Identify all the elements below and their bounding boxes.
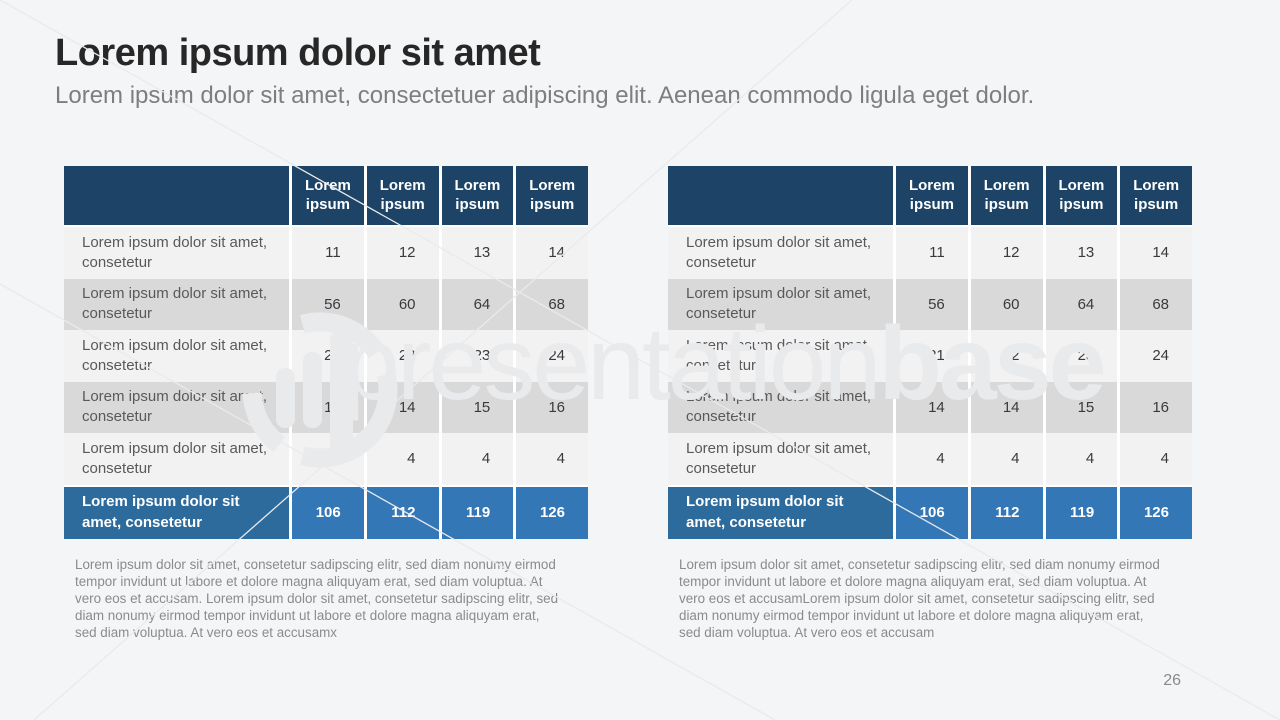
column-header-cell: Lorem ipsum xyxy=(896,166,968,225)
value-cell: 4 xyxy=(896,433,968,485)
table-row: Lorem ipsum dolor sit amet, consetetur 14… xyxy=(668,381,1192,433)
value-cell: 14 xyxy=(366,381,439,433)
value-cell: 4 xyxy=(516,433,588,485)
total-value-cell: 112 xyxy=(366,486,439,539)
table-header-row: Lorem ipsum Lorem ipsum Lorem ipsum Lorem i… xyxy=(668,166,1192,225)
slide-title: Lorem ipsum dolor sit amet xyxy=(55,32,541,74)
value-cell: 60 xyxy=(366,278,439,330)
value-cell: 64 xyxy=(441,278,514,330)
value-cell: 16 xyxy=(516,381,588,433)
value-cell: 56 xyxy=(292,278,364,330)
value-cell: 15 xyxy=(1045,381,1118,433)
value-cell: 11 xyxy=(896,227,968,279)
column-header-cell: Lorem ipsum xyxy=(292,166,364,225)
value-cell: 13 xyxy=(441,227,514,279)
value-cell: 21 xyxy=(292,330,364,382)
value-cell: 22 xyxy=(970,330,1043,382)
value-cell: 64 xyxy=(1045,278,1118,330)
value-cell: 11 xyxy=(292,227,364,279)
value-cell: 4 xyxy=(292,433,364,485)
row-label-cell: Lorem ipsum dolor sit amet, consetetur xyxy=(668,227,893,279)
column-header-cell: Lorem ipsum xyxy=(1120,166,1192,225)
value-cell: 14 xyxy=(516,227,588,279)
row-label-cell: Lorem ipsum dolor sit amet, consetetur xyxy=(668,433,893,485)
value-cell: 4 xyxy=(366,433,439,485)
value-cell: 23 xyxy=(441,330,514,382)
row-label-cell: Lorem ipsum dolor sit amet, consetetur xyxy=(64,330,289,382)
column-header-cell: Lorem ipsum xyxy=(1045,166,1118,225)
value-cell: 21 xyxy=(896,330,968,382)
value-cell: 4 xyxy=(970,433,1043,485)
total-value-cell: 106 xyxy=(292,486,364,539)
value-cell: 15 xyxy=(441,381,514,433)
column-header-cell: Lorem ipsum xyxy=(366,166,439,225)
value-cell: 68 xyxy=(1120,278,1192,330)
table-row: Lorem ipsum dolor sit amet, consetetur 11… xyxy=(668,227,1192,279)
row-label-cell: Lorem ipsum dolor sit amet, consetetur xyxy=(668,330,893,382)
value-cell: 12 xyxy=(970,227,1043,279)
value-cell: 22 xyxy=(366,330,439,382)
table-row: Lorem ipsum dolor sit amet, consetetur 11… xyxy=(64,227,588,279)
table-footnote-right: Lorem ipsum dolor sit amet, consetetur s… xyxy=(679,557,1160,640)
total-label-cell: Lorem ipsum dolor sit amet, consetetur xyxy=(668,486,893,539)
value-cell: 24 xyxy=(1120,330,1192,382)
total-value-cell: 126 xyxy=(516,486,588,539)
value-cell: 68 xyxy=(516,278,588,330)
data-table-left: Lorem ipsum Lorem ipsum Lorem ipsum Lorem i… xyxy=(64,166,588,539)
total-value-cell: 106 xyxy=(896,486,968,539)
value-cell: 13 xyxy=(1045,227,1118,279)
table-row: Lorem ipsum dolor sit amet, consetetur 56… xyxy=(668,278,1192,330)
row-label-cell: Lorem ipsum dolor sit amet, consetetur xyxy=(668,278,893,330)
table-row: Lorem ipsum dolor sit amet, consetetur 14… xyxy=(64,381,588,433)
table-total-row: Lorem ipsum dolor sit amet, consetetur 10… xyxy=(668,486,1192,539)
table-row: Lorem ipsum dolor sit amet, consetetur 4 4… xyxy=(64,433,588,485)
value-cell: 24 xyxy=(516,330,588,382)
table-corner-cell xyxy=(668,166,893,225)
total-value-cell: 119 xyxy=(441,486,514,539)
table-header-row: Lorem ipsum Lorem ipsum Lorem ipsum Lorem i… xyxy=(64,166,588,225)
value-cell: 23 xyxy=(1045,330,1118,382)
table-footnote-left: Lorem ipsum dolor sit amet, consetetur s… xyxy=(75,557,559,640)
table-corner-cell xyxy=(64,166,289,225)
row-label-cell: Lorem ipsum dolor sit amet, consetetur xyxy=(668,381,893,433)
row-label-cell: Lorem ipsum dolor sit amet, consetetur xyxy=(64,278,289,330)
total-value-cell: 126 xyxy=(1120,486,1192,539)
column-header-cell: Lorem ipsum xyxy=(970,166,1043,225)
table-row: Lorem ipsum dolor sit amet, consetetur 21… xyxy=(64,330,588,382)
row-label-cell: Lorem ipsum dolor sit amet, consetetur xyxy=(64,381,289,433)
value-cell: 4 xyxy=(1120,433,1192,485)
value-cell: 14 xyxy=(292,381,364,433)
table-row: Lorem ipsum dolor sit amet, consetetur 4 4… xyxy=(668,433,1192,485)
value-cell: 60 xyxy=(970,278,1043,330)
total-label-cell: Lorem ipsum dolor sit amet, consetetur xyxy=(64,486,289,539)
page-number: 26 xyxy=(1163,672,1181,689)
row-label-cell: Lorem ipsum dolor sit amet, consetetur xyxy=(64,227,289,279)
value-cell: 56 xyxy=(896,278,968,330)
column-header-cell: Lorem ipsum xyxy=(516,166,588,225)
value-cell: 12 xyxy=(366,227,439,279)
total-value-cell: 119 xyxy=(1045,486,1118,539)
total-value-cell: 112 xyxy=(970,486,1043,539)
value-cell: 14 xyxy=(1120,227,1192,279)
slide-subtitle: Lorem ipsum dolor sit amet, consectetuer… xyxy=(55,82,1035,109)
value-cell: 14 xyxy=(896,381,968,433)
table-row: Lorem ipsum dolor sit amet, consetetur 56… xyxy=(64,278,588,330)
data-table-right: Lorem ipsum Lorem ipsum Lorem ipsum Lorem i… xyxy=(668,166,1192,539)
value-cell: 4 xyxy=(1045,433,1118,485)
column-header-cell: Lorem ipsum xyxy=(441,166,514,225)
table-total-row: Lorem ipsum dolor sit amet, consetetur 10… xyxy=(64,486,588,539)
value-cell: 14 xyxy=(970,381,1043,433)
row-label-cell: Lorem ipsum dolor sit amet, consetetur xyxy=(64,433,289,485)
value-cell: 4 xyxy=(441,433,514,485)
table-row: Lorem ipsum dolor sit amet, consetetur 21… xyxy=(668,330,1192,382)
value-cell: 16 xyxy=(1120,381,1192,433)
